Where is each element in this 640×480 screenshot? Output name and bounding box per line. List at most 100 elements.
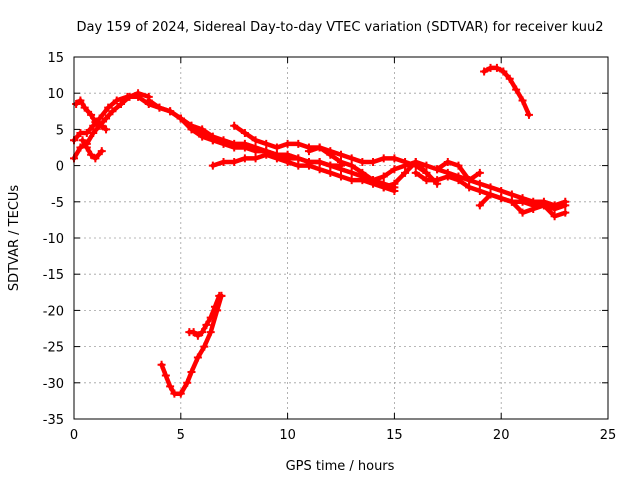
data-point	[347, 176, 356, 185]
y-tick-label: -5	[51, 196, 64, 211]
data-point	[202, 320, 211, 329]
x-tick-label: 0	[70, 428, 78, 443]
data-point	[347, 154, 356, 163]
data-point	[116, 100, 125, 109]
data-point	[315, 165, 324, 174]
data-point	[347, 161, 356, 170]
data-point	[230, 121, 239, 130]
x-tick-label: 20	[493, 428, 510, 443]
data-point	[475, 201, 484, 210]
data-point	[82, 143, 91, 152]
data-point	[104, 103, 113, 112]
data-point	[443, 172, 452, 181]
data-point	[198, 125, 207, 134]
series-track-4	[78, 136, 106, 163]
data-point	[240, 129, 249, 138]
data-point	[87, 150, 96, 159]
data-point	[161, 371, 170, 380]
x-tick-label: 5	[177, 428, 185, 443]
data-point	[561, 208, 570, 217]
data-point	[112, 96, 121, 105]
data-point	[379, 154, 388, 163]
data-point	[550, 212, 559, 221]
data-point	[326, 168, 335, 177]
x-tick-labels: 0 5 10 15 20 25	[70, 428, 616, 443]
data-point	[208, 161, 217, 170]
data-point	[550, 205, 559, 214]
x-tick-label: 15	[386, 428, 403, 443]
data-point	[505, 74, 514, 83]
data-point	[102, 125, 111, 134]
data-point	[358, 157, 367, 166]
data-point	[390, 165, 399, 174]
data-point	[294, 154, 303, 163]
data-point	[326, 161, 335, 170]
data-point	[475, 168, 484, 177]
data-point	[475, 186, 484, 195]
y-tick-label: -15	[43, 268, 64, 283]
data-point	[304, 161, 313, 170]
data-point	[518, 197, 527, 206]
data-point	[475, 179, 484, 188]
data-point	[230, 157, 239, 166]
data-point	[144, 96, 153, 105]
data-point	[507, 190, 516, 199]
data-point	[97, 147, 106, 156]
data-point	[206, 313, 215, 322]
x-axis-label: GPS time / hours	[286, 459, 395, 474]
data-point	[155, 103, 164, 112]
data-point	[89, 129, 98, 138]
series-track-3	[72, 96, 111, 134]
data-point	[166, 107, 175, 116]
y-tick-label: 15	[47, 51, 64, 66]
data-point	[401, 168, 410, 177]
series-track-12	[475, 190, 570, 221]
series-track-16	[185, 291, 226, 340]
x-tick-label: 10	[279, 428, 296, 443]
data-point	[390, 179, 399, 188]
data-point	[198, 328, 207, 337]
data-point	[358, 176, 367, 185]
data-point	[193, 331, 202, 340]
data-point	[187, 367, 196, 376]
data-point	[187, 121, 196, 130]
data-point	[454, 176, 463, 185]
data-point	[337, 165, 345, 174]
data-point	[326, 150, 335, 159]
data-point	[422, 168, 431, 177]
data-point	[251, 136, 260, 145]
data-point	[272, 143, 281, 152]
data-point	[76, 96, 85, 105]
data-point	[507, 197, 516, 206]
y-tick-label: 10	[47, 87, 64, 102]
data-point	[518, 208, 527, 217]
data-point	[518, 96, 527, 105]
data-point	[87, 110, 96, 119]
y-tick-label: -10	[43, 232, 64, 247]
data-point	[486, 183, 495, 192]
data-point	[262, 150, 271, 159]
y-axis-label: SDTVAR / TECUs	[7, 185, 22, 292]
data-point	[337, 150, 345, 159]
data-point	[443, 157, 452, 166]
chart-title: Day 159 of 2024, Sidereal Day-to-day VTE…	[76, 20, 603, 35]
data-point	[358, 168, 367, 177]
data-point	[401, 161, 410, 170]
data-point	[219, 157, 228, 166]
data-point	[369, 157, 378, 166]
data-point	[486, 190, 495, 199]
data-point	[337, 157, 345, 166]
data-point	[390, 186, 399, 195]
data-point	[369, 176, 378, 185]
data-point	[91, 154, 100, 163]
data-point	[176, 114, 185, 123]
data-point	[134, 89, 143, 98]
data-point	[206, 328, 215, 337]
data-point	[465, 176, 474, 185]
series-group	[70, 63, 570, 398]
data-point	[499, 67, 508, 76]
data-point	[512, 85, 521, 94]
y-tick-labels: 15 10 5 0 -5 -10 -15 -20 -25 -30 -35	[43, 51, 64, 428]
data-point	[272, 154, 281, 163]
